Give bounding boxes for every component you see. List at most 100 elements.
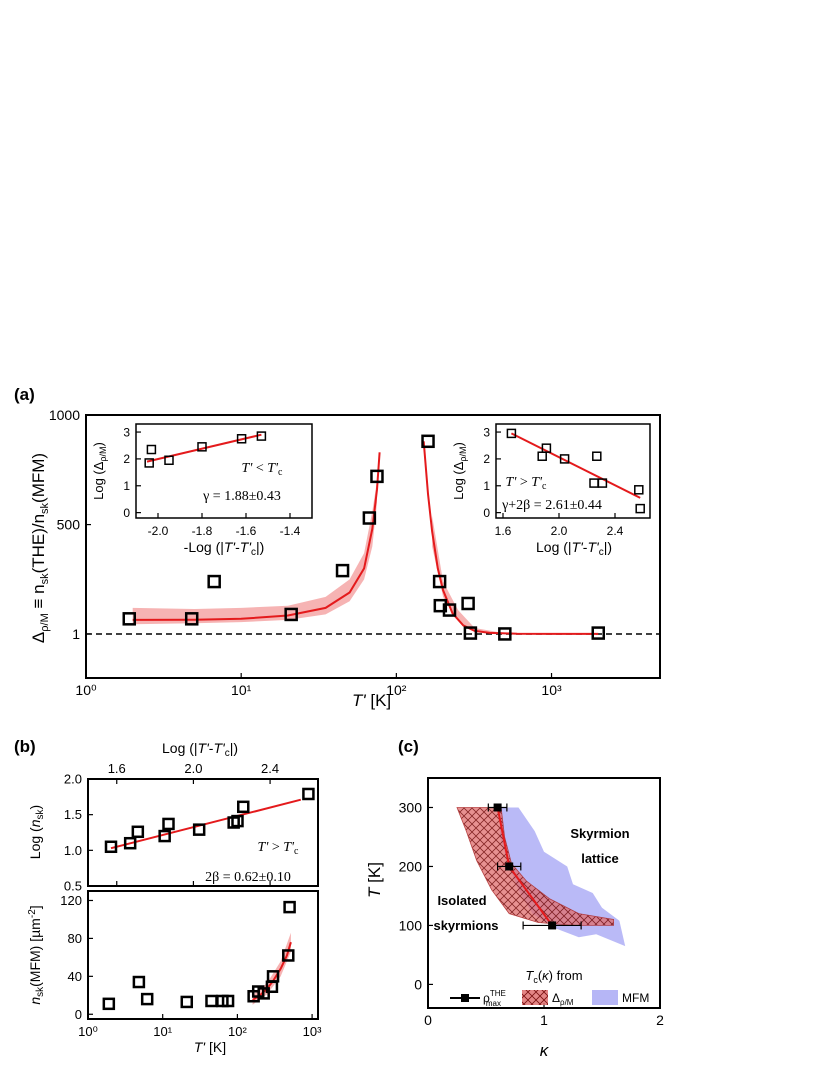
data-point (158, 829, 171, 843)
y-tick-label: 0 (483, 506, 490, 520)
fit-line (146, 433, 262, 463)
panel-label-c: (c) (398, 737, 419, 756)
panel-b-bottom-x-label: T' [K] (194, 1039, 226, 1055)
y-tick-label: 80 (68, 931, 82, 946)
x-tick-label: -1.8 (192, 524, 213, 538)
legend-label-mfm: MFM (622, 991, 649, 1005)
data-point (221, 994, 235, 1008)
top-x-tick-label: 2.4 (261, 761, 279, 776)
panel-b-bottom-y-label: nsk(MFM) [µm-2] (27, 905, 46, 1004)
fit-curve-right (422, 441, 599, 635)
panel-c-x-label: κ (540, 1041, 550, 1060)
rho-max-point (505, 862, 514, 871)
panel-label-a: (a) (14, 385, 35, 404)
data-point (284, 607, 298, 622)
panel-a-inset-left: -2.0 -1.8 -1.6 -1.4 0 1 2 3 -Log (|T'-T'c|) Log… (91, 420, 314, 558)
inset-left-result: γ = 1.88±0.43 (202, 489, 281, 504)
data-point (205, 994, 218, 1008)
x-tick-label: -1.4 (280, 524, 301, 538)
y-tick-label: 0 (123, 506, 130, 520)
inset-left-x-label: -Log (|T'-T'c|) (184, 539, 265, 558)
x-tick-label: 1 (540, 1012, 548, 1028)
panel-b-bottom-plot-area (102, 900, 296, 1011)
inset-left-axes: -2.0 -1.8 -1.6 -1.4 0 1 2 3 (123, 425, 300, 538)
panel-a-x-label: T' [K] (352, 691, 391, 710)
panel-c-legend: Tc(κ) from ρTHE max Δρ/M MFM (450, 968, 649, 1008)
y-tick-label: 1.0 (64, 843, 82, 858)
inset-right-result: γ+2β = 2.61±0.44 (501, 498, 602, 513)
data-point (184, 612, 199, 626)
data-point (282, 949, 295, 962)
panel-c-y-label: T [K] (365, 862, 384, 898)
panel-label-b: (b) (14, 737, 36, 756)
data-point (180, 995, 194, 1009)
y-tick-label: 2.0 (64, 772, 82, 787)
data-point (432, 574, 447, 589)
data-point (302, 787, 315, 801)
data-point (236, 434, 247, 444)
y-tick-label: 0.5 (64, 879, 82, 894)
data-point (266, 970, 280, 983)
inset-left-plot-area (144, 431, 267, 468)
x-tick-label: 10⁰ (78, 1024, 98, 1039)
inset-right-axes: 1.6 2.0 2.4 0 1 2 3 (483, 425, 623, 538)
inset-left-frame (135, 423, 313, 519)
data-point (257, 987, 270, 1000)
y-tick-label: 200 (399, 858, 423, 874)
legend-swatch-delta (522, 990, 548, 1005)
inset-right-frame (495, 423, 651, 519)
y-tick-label: 40 (68, 969, 82, 984)
data-point (634, 485, 644, 495)
inset-right-plot-area (506, 428, 645, 514)
x-tick-label: 10³ (541, 682, 562, 698)
x-tick-label: -1.6 (236, 524, 257, 538)
data-point (421, 434, 435, 449)
y-tick-label: 2 (483, 452, 490, 466)
fit-line (110, 798, 302, 850)
data-point (231, 814, 244, 828)
y-tick-label: 1.5 (64, 807, 82, 822)
panel-b-top-x-label: Log (|T'-T'c|) (162, 740, 238, 759)
panel-a-axes: 10⁰ 10¹ 10² 10³ 1 500 1000 (49, 407, 562, 698)
panel-c-axes: 0 1 2 0 100 200 300 (399, 799, 664, 1028)
y-tick-label: 1 (123, 479, 130, 493)
data-point (104, 840, 118, 854)
legend-marker-rho (461, 994, 469, 1002)
data-point (335, 563, 350, 578)
data-point (506, 428, 517, 439)
panel-b-top-plot-area (104, 787, 315, 854)
x-tick-label: 10¹ (153, 1024, 172, 1039)
y-tick-label: 500 (57, 516, 81, 532)
data-point (122, 612, 137, 626)
data-point (197, 442, 207, 452)
label-isolated-2: skyrmions (433, 918, 498, 933)
data-point (162, 817, 175, 831)
x-tick-label: 10² (386, 682, 407, 698)
y-tick-label: 100 (399, 917, 423, 933)
panel-a-y-label: Δρ/M ≡ nsk(THE)/nsk(MFM) (29, 453, 51, 643)
panel-b-bottom-frame (87, 890, 319, 1020)
legend-swatch-mfm (592, 990, 618, 1005)
rho-max-point (548, 921, 557, 930)
data-point (592, 451, 602, 461)
data-point (283, 900, 296, 914)
y-tick-label: 1000 (49, 407, 80, 423)
data-point (140, 992, 154, 1006)
x-tick-label: 10¹ (231, 682, 252, 698)
data-point (362, 511, 377, 525)
inset-left-condition: T' < T'c (242, 461, 283, 478)
data-point (591, 626, 605, 640)
y-tick-label: 3 (123, 425, 130, 439)
x-tick-label: 10³ (303, 1024, 322, 1039)
inset-right-y-label: Log (Δρ/M) (451, 442, 468, 500)
panel-b-top-axes: 1.6 2.0 2.4 0.5 1.0 1.5 2.0 (64, 761, 279, 894)
data-point (131, 825, 145, 839)
rho-max-point (493, 803, 502, 812)
panel-b-bottom-axes: 10⁰ 10¹ 10² 10³ 0 40 80 120 (60, 893, 322, 1039)
data-point (559, 454, 570, 464)
data-point (146, 444, 157, 455)
top-x-tick-label: 1.6 (108, 761, 126, 776)
confidence-band-left (132, 480, 377, 625)
panel-b-top-frame (87, 778, 319, 887)
fit-line (510, 432, 641, 499)
